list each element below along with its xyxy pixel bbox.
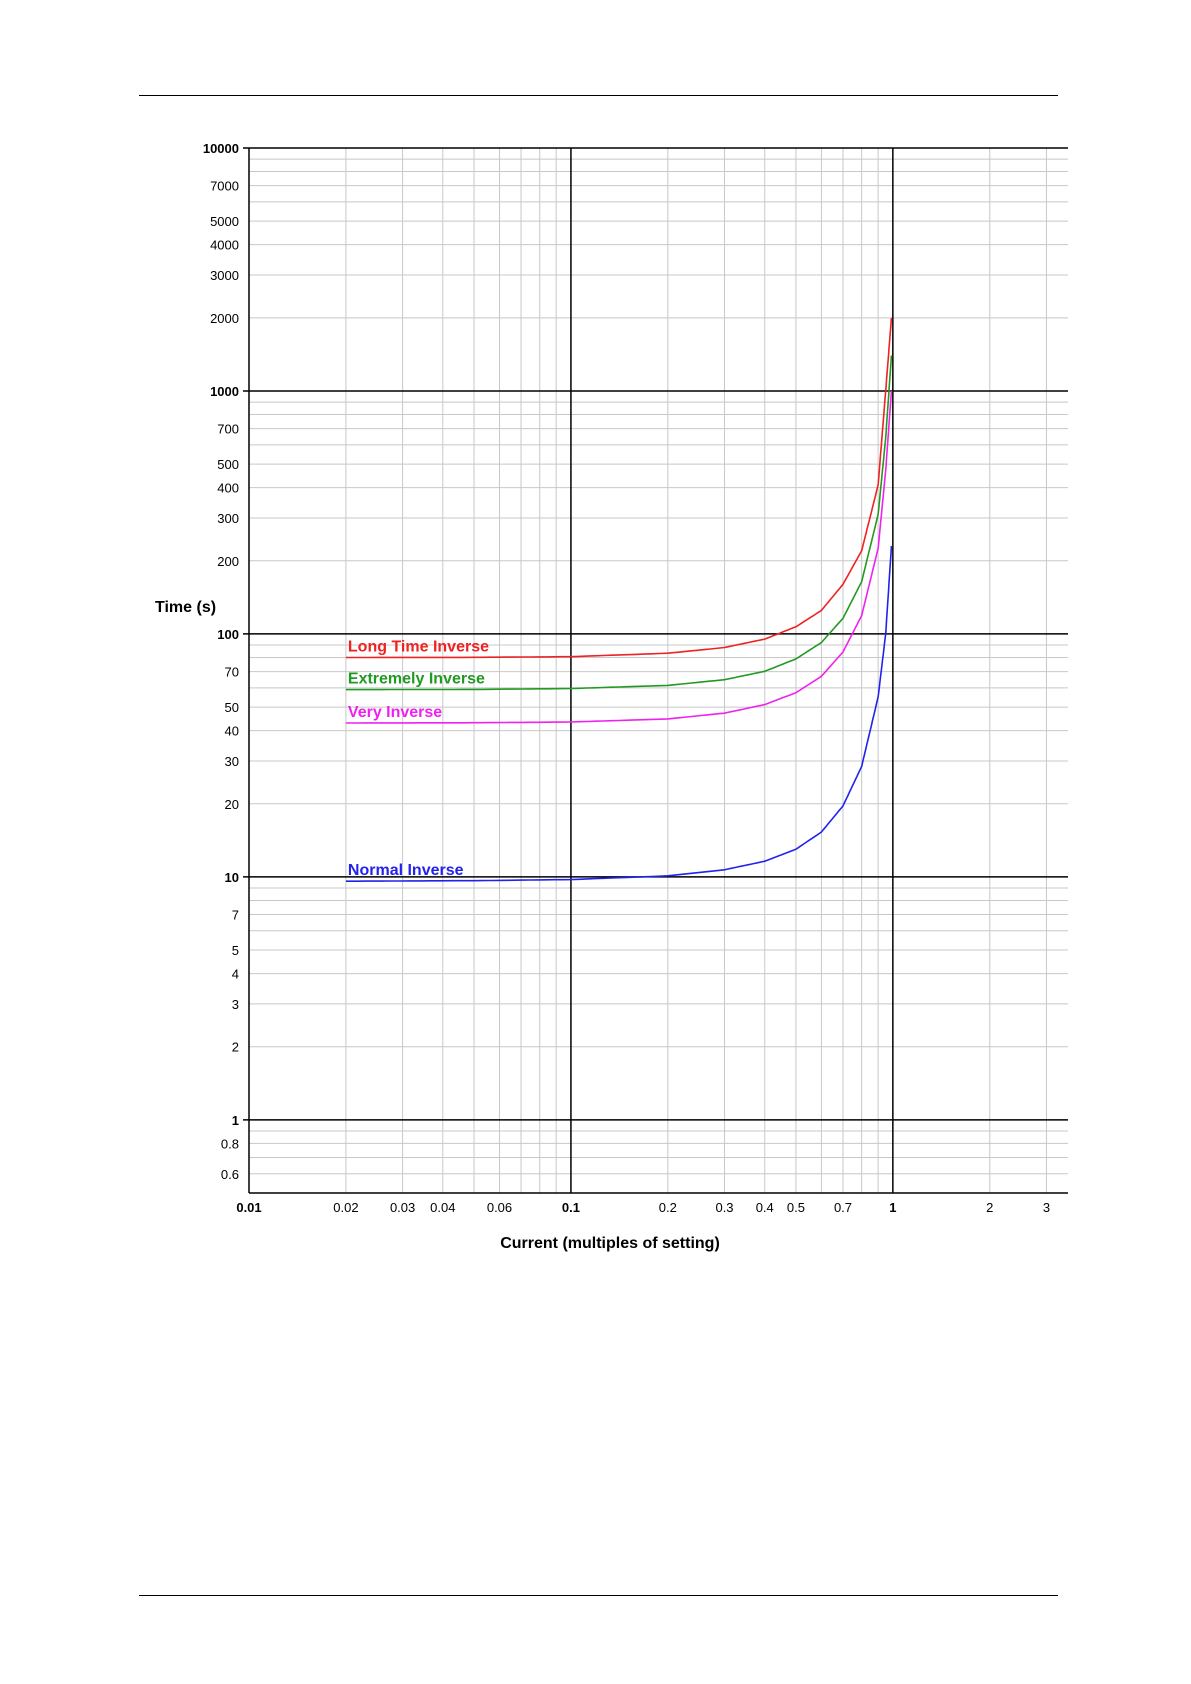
y-tick-label: 1: [232, 1113, 239, 1128]
y-tick-label: 30: [225, 754, 239, 769]
y-tick-label: 5000: [210, 214, 239, 229]
header-rule: [139, 95, 1058, 96]
series-label-extremely-inverse: Extremely Inverse: [348, 671, 485, 688]
x-tick-label: 0.4: [756, 1200, 774, 1215]
y-tick-label: 0.8: [221, 1136, 239, 1151]
y-tick-label: 7: [232, 908, 239, 923]
x-tick-label: 0.2: [659, 1200, 677, 1215]
y-tick-label: 3000: [210, 268, 239, 283]
series-line-long-time-inverse: [345, 317, 893, 659]
y-tick-label: 7000: [210, 179, 239, 194]
y-tick-label: 200: [217, 554, 239, 569]
y-tick-label: 100: [217, 627, 239, 642]
y-tick-label: 5: [232, 943, 239, 958]
x-tick-label: 0.06: [487, 1200, 512, 1215]
series-line-very-inverse: [345, 390, 893, 724]
x-tick-label: 0.04: [430, 1200, 455, 1215]
series-lines: [345, 317, 893, 882]
y-tick-label: 40: [225, 724, 239, 739]
y-tick-label: 70: [225, 665, 239, 680]
y-tick-label: 400: [217, 481, 239, 496]
y-tick-label: 3: [232, 997, 239, 1012]
x-tick-label: 0.03: [390, 1200, 415, 1215]
y-tick-label: 300: [217, 511, 239, 526]
series-line-normal-inverse: [345, 545, 893, 882]
x-tick-label: 0.02: [333, 1200, 358, 1215]
y-tick-label: 10000: [203, 141, 239, 156]
y-tick-label: 1000: [210, 384, 239, 399]
y-tick-label: 0.6: [221, 1167, 239, 1182]
y-tick-label: 10: [225, 870, 239, 885]
y-axis-title: Time (s): [155, 599, 216, 616]
y-tick-label: 50: [225, 700, 239, 715]
y-tick-label: 2: [232, 1040, 239, 1055]
series-label-long-time-inverse: Long Time Inverse: [348, 638, 489, 655]
y-tick-label: 700: [217, 422, 239, 437]
series-label-very-inverse: Very Inverse: [348, 704, 442, 721]
series-line-extremely-inverse: [345, 355, 893, 691]
footer-rule: [139, 1595, 1058, 1596]
x-tick-label: 0.01: [236, 1200, 261, 1215]
y-tick-label: 4: [232, 967, 239, 982]
x-tick-label: 0.1: [562, 1200, 580, 1215]
x-tick-label: 0.3: [715, 1200, 733, 1215]
x-tick-label: 1: [889, 1200, 896, 1215]
x-tick-label: 2: [986, 1200, 993, 1215]
series-labels: Long Time Inverse Extremely Inverse Very I…: [348, 638, 489, 879]
series-label-normal-inverse: Normal Inverse: [348, 862, 464, 879]
x-tick-label: 3: [1043, 1200, 1050, 1215]
y-tick-label: 20: [225, 797, 239, 812]
tick-labels: 0.01 0.02 0.03 0.04 0.06 0.1 0.2 0.3 0.4 0.5 0.7 1 2…: [203, 141, 1050, 1215]
x-tick-label: 0.5: [787, 1200, 805, 1215]
y-tick-label: 4000: [210, 238, 239, 253]
y-tick-label: 2000: [210, 311, 239, 326]
y-tick-label: 500: [217, 457, 239, 472]
x-axis-title: Current (multiples of setting): [500, 1235, 720, 1252]
x-tick-label: 0.7: [834, 1200, 852, 1215]
